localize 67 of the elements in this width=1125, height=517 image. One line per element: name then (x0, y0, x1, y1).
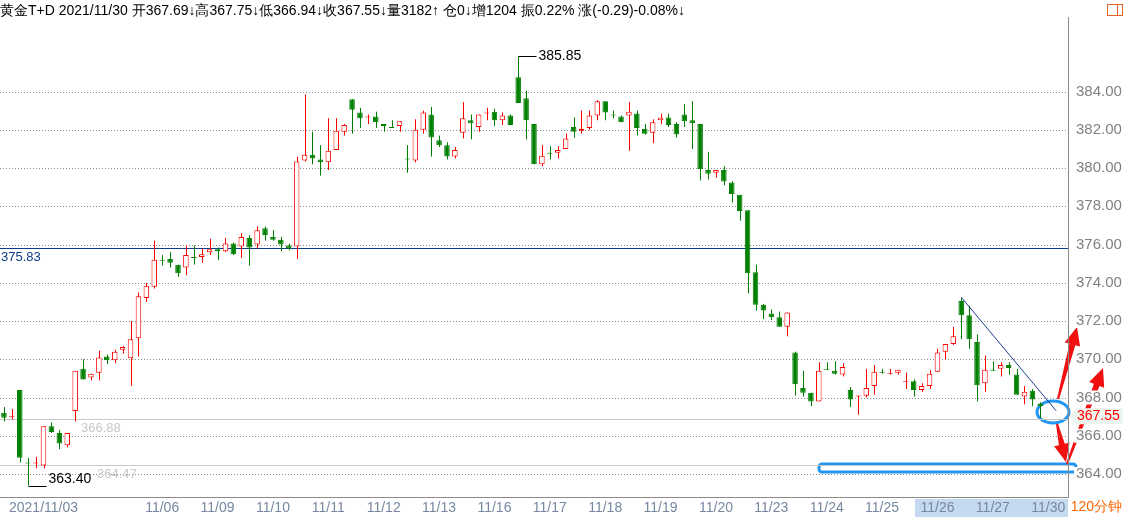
x-tick-label: 11/11 (311, 499, 345, 516)
candlestick (460, 101, 466, 139)
annotation: 363.40 (48, 470, 92, 487)
y-tick-label: 380.00 (1076, 158, 1122, 176)
annotation: 385.85 (538, 47, 582, 64)
candlestick (634, 110, 640, 137)
x-tick-label: 11/27 (975, 499, 1011, 516)
candlestick (800, 370, 806, 398)
candlestick (649, 118, 656, 144)
y-tick-label: 370.00 (1076, 349, 1122, 367)
x-tick-label: 11/16 (477, 499, 512, 516)
y-tick-label: 384.00 (1076, 81, 1122, 99)
candlestick (357, 107, 363, 129)
candlestick (420, 110, 427, 135)
candlestick (467, 114, 474, 140)
candlestick (982, 354, 988, 393)
y-tick-label: 364.00 (1076, 464, 1122, 482)
y-tick-label: 374.00 (1076, 272, 1122, 290)
x-tick-label: 11/17 (532, 499, 568, 516)
candlestick (254, 225, 260, 249)
y-tick-label: 382.00 (1076, 119, 1122, 137)
candlestick (428, 106, 434, 158)
y-tick-label: 368.00 (1076, 387, 1122, 405)
x-tick-label: 11/13 (422, 499, 457, 516)
candlestick (1021, 385, 1028, 405)
x-tick-label: 11/30 (1031, 499, 1066, 516)
x-tick-label: 11/20 (698, 499, 734, 516)
x-tick-label: 2021/11/03 (9, 499, 79, 516)
candlestick (333, 117, 339, 151)
x-tick-label: 11/25 (865, 499, 900, 516)
candlestick (950, 326, 957, 346)
candlestick (689, 100, 695, 150)
ref-line-label: 364.47 (97, 465, 137, 481)
candlestick (958, 297, 964, 340)
candlestick (570, 116, 577, 138)
candlestick (539, 144, 545, 167)
y-tick-label: 376.00 (1076, 234, 1122, 252)
candlestick (349, 98, 355, 135)
chart-title: 黄金T+D 2021/11/30 开367.69↓高367.75↓低366.94↓收367.55↓量3182↑ 仓0↓增1204 振0.22% 涨(-0.29)-0.08%↓ (0, 2, 685, 20)
candlestick (863, 368, 870, 399)
x-tick-label: 11/23 (754, 499, 789, 516)
candlestick (515, 55, 521, 104)
y-tick-label: 378.00 (1076, 196, 1122, 214)
candlestick (729, 180, 735, 203)
x-tick-label: 11/26 (920, 499, 955, 516)
x-tick-label: 11/12 (366, 499, 401, 516)
candlestick (96, 350, 102, 381)
x-tick-label: 11/19 (643, 499, 678, 516)
x-tick-label: 11/09 (200, 499, 235, 516)
candlestick (966, 305, 972, 350)
candlestick (705, 151, 711, 181)
x-tick-label: 11/06 (145, 499, 180, 516)
candlestick (871, 364, 877, 396)
text: 367.55 (1077, 407, 1121, 424)
candlestick (183, 245, 189, 276)
candlestick (523, 90, 529, 140)
candlestick (309, 131, 316, 165)
x-tick-label: 11/18 (588, 499, 623, 516)
x-tick-label: 11/24 (809, 499, 844, 516)
y-tick-label: 372.00 (1076, 311, 1122, 329)
ref-line-label: 375.83 (1, 248, 41, 264)
y-tick-label: 366.00 (1076, 425, 1122, 443)
x-tick-label: 11/10 (255, 499, 291, 516)
candlestick (317, 144, 324, 177)
candlestick (721, 165, 727, 186)
candlestick (246, 234, 252, 267)
text: 120分钟 (1070, 498, 1122, 516)
